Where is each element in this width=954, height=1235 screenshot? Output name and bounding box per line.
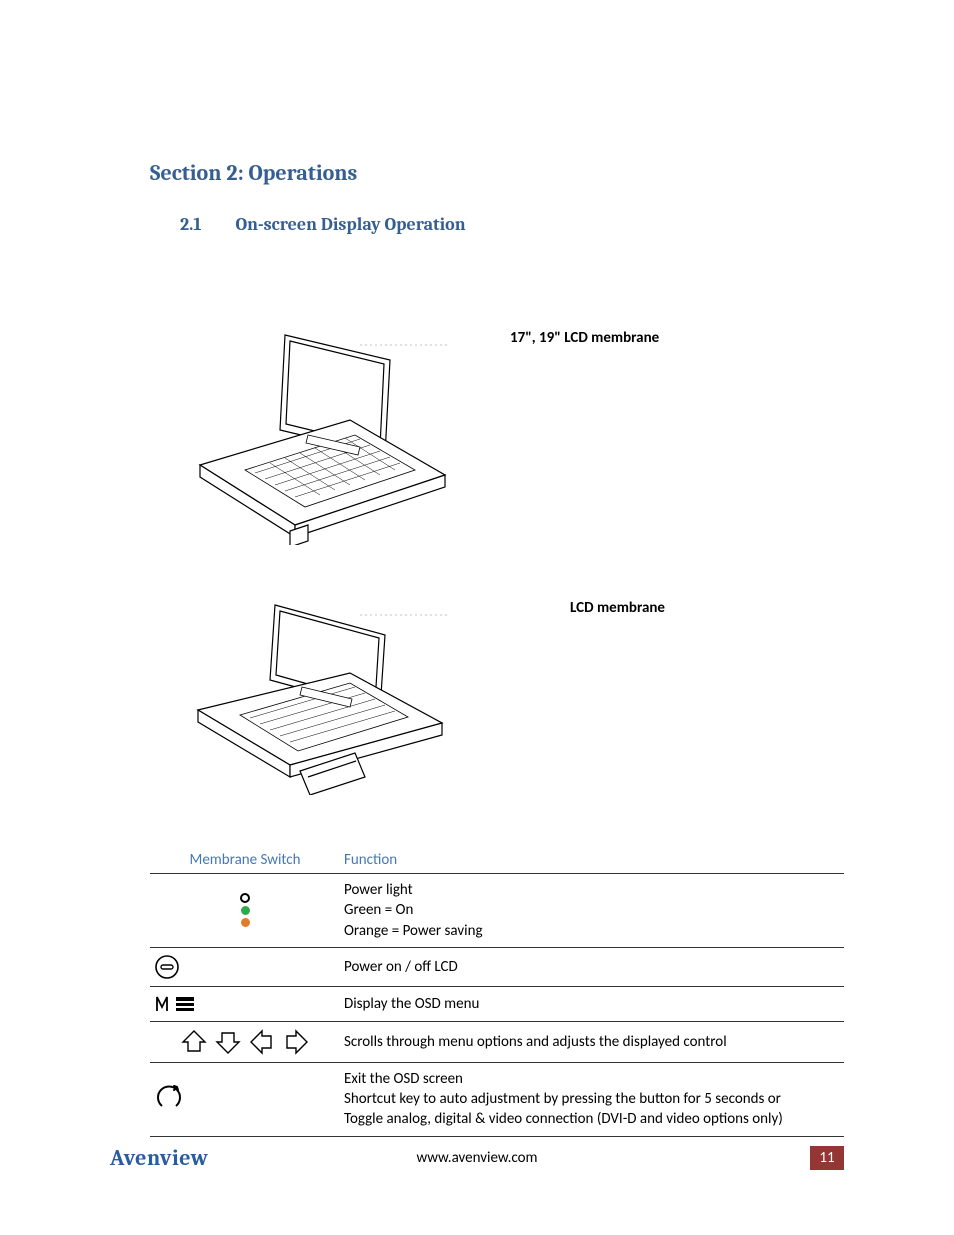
subsection-row: 2.1 On-screen Display Operation: [180, 214, 844, 235]
figure-1: 17", 19" LCD membrane: [190, 325, 844, 545]
table-row: Power on / off LCD: [150, 947, 844, 986]
footer-url: www.avenview.com: [416, 1149, 537, 1167]
section-title: Section 2: Operations: [150, 160, 844, 186]
function-text: Orange = Power saving: [344, 921, 840, 941]
function-text: Exit the OSD screen: [344, 1069, 840, 1089]
function-text: Scrolls through menu options and adjusts…: [344, 1032, 840, 1052]
table-row: Exit the OSD screen Shortcut key to auto…: [150, 1062, 844, 1136]
exit-icon: [154, 1084, 336, 1114]
power-light-icon: [154, 893, 336, 927]
function-text: Shortcut key to auto adjustment by press…: [344, 1089, 840, 1109]
membrane-table: Membrane Switch Function Power light Gre…: [150, 845, 844, 1137]
figure-2-caption: LCD membrane: [570, 599, 665, 617]
table-header-switch: Membrane Switch: [150, 845, 340, 874]
figure-1-image: [190, 325, 450, 545]
figure-2: LCD membrane: [190, 595, 844, 795]
subsection-number: 2.1: [180, 214, 202, 235]
function-text: Display the OSD menu: [344, 994, 840, 1014]
function-text: Toggle analog, digital & video connectio…: [344, 1109, 840, 1129]
function-text: Power on / off LCD: [344, 957, 840, 977]
footer-logo: Avenview: [110, 1145, 208, 1171]
footer-page-number: 11: [810, 1146, 844, 1170]
table-row: Display the OSD menu: [150, 986, 844, 1021]
figure-1-caption: 17", 19" LCD membrane: [510, 329, 659, 347]
figure-2-image: [190, 595, 450, 795]
function-text: Power light: [344, 880, 840, 900]
power-button-icon: [154, 954, 336, 980]
subsection-title: On-screen Display Operation: [236, 214, 466, 235]
function-text: Green = On: [344, 900, 840, 920]
menu-icon: [154, 993, 336, 1015]
arrows-icon: [154, 1028, 336, 1056]
table-row: Power light Green = On Orange = Power sa…: [150, 874, 844, 948]
table-header-function: Function: [340, 845, 844, 874]
page-footer: Avenview www.avenview.com 11: [110, 1145, 844, 1171]
table-row: Scrolls through menu options and adjusts…: [150, 1021, 844, 1062]
